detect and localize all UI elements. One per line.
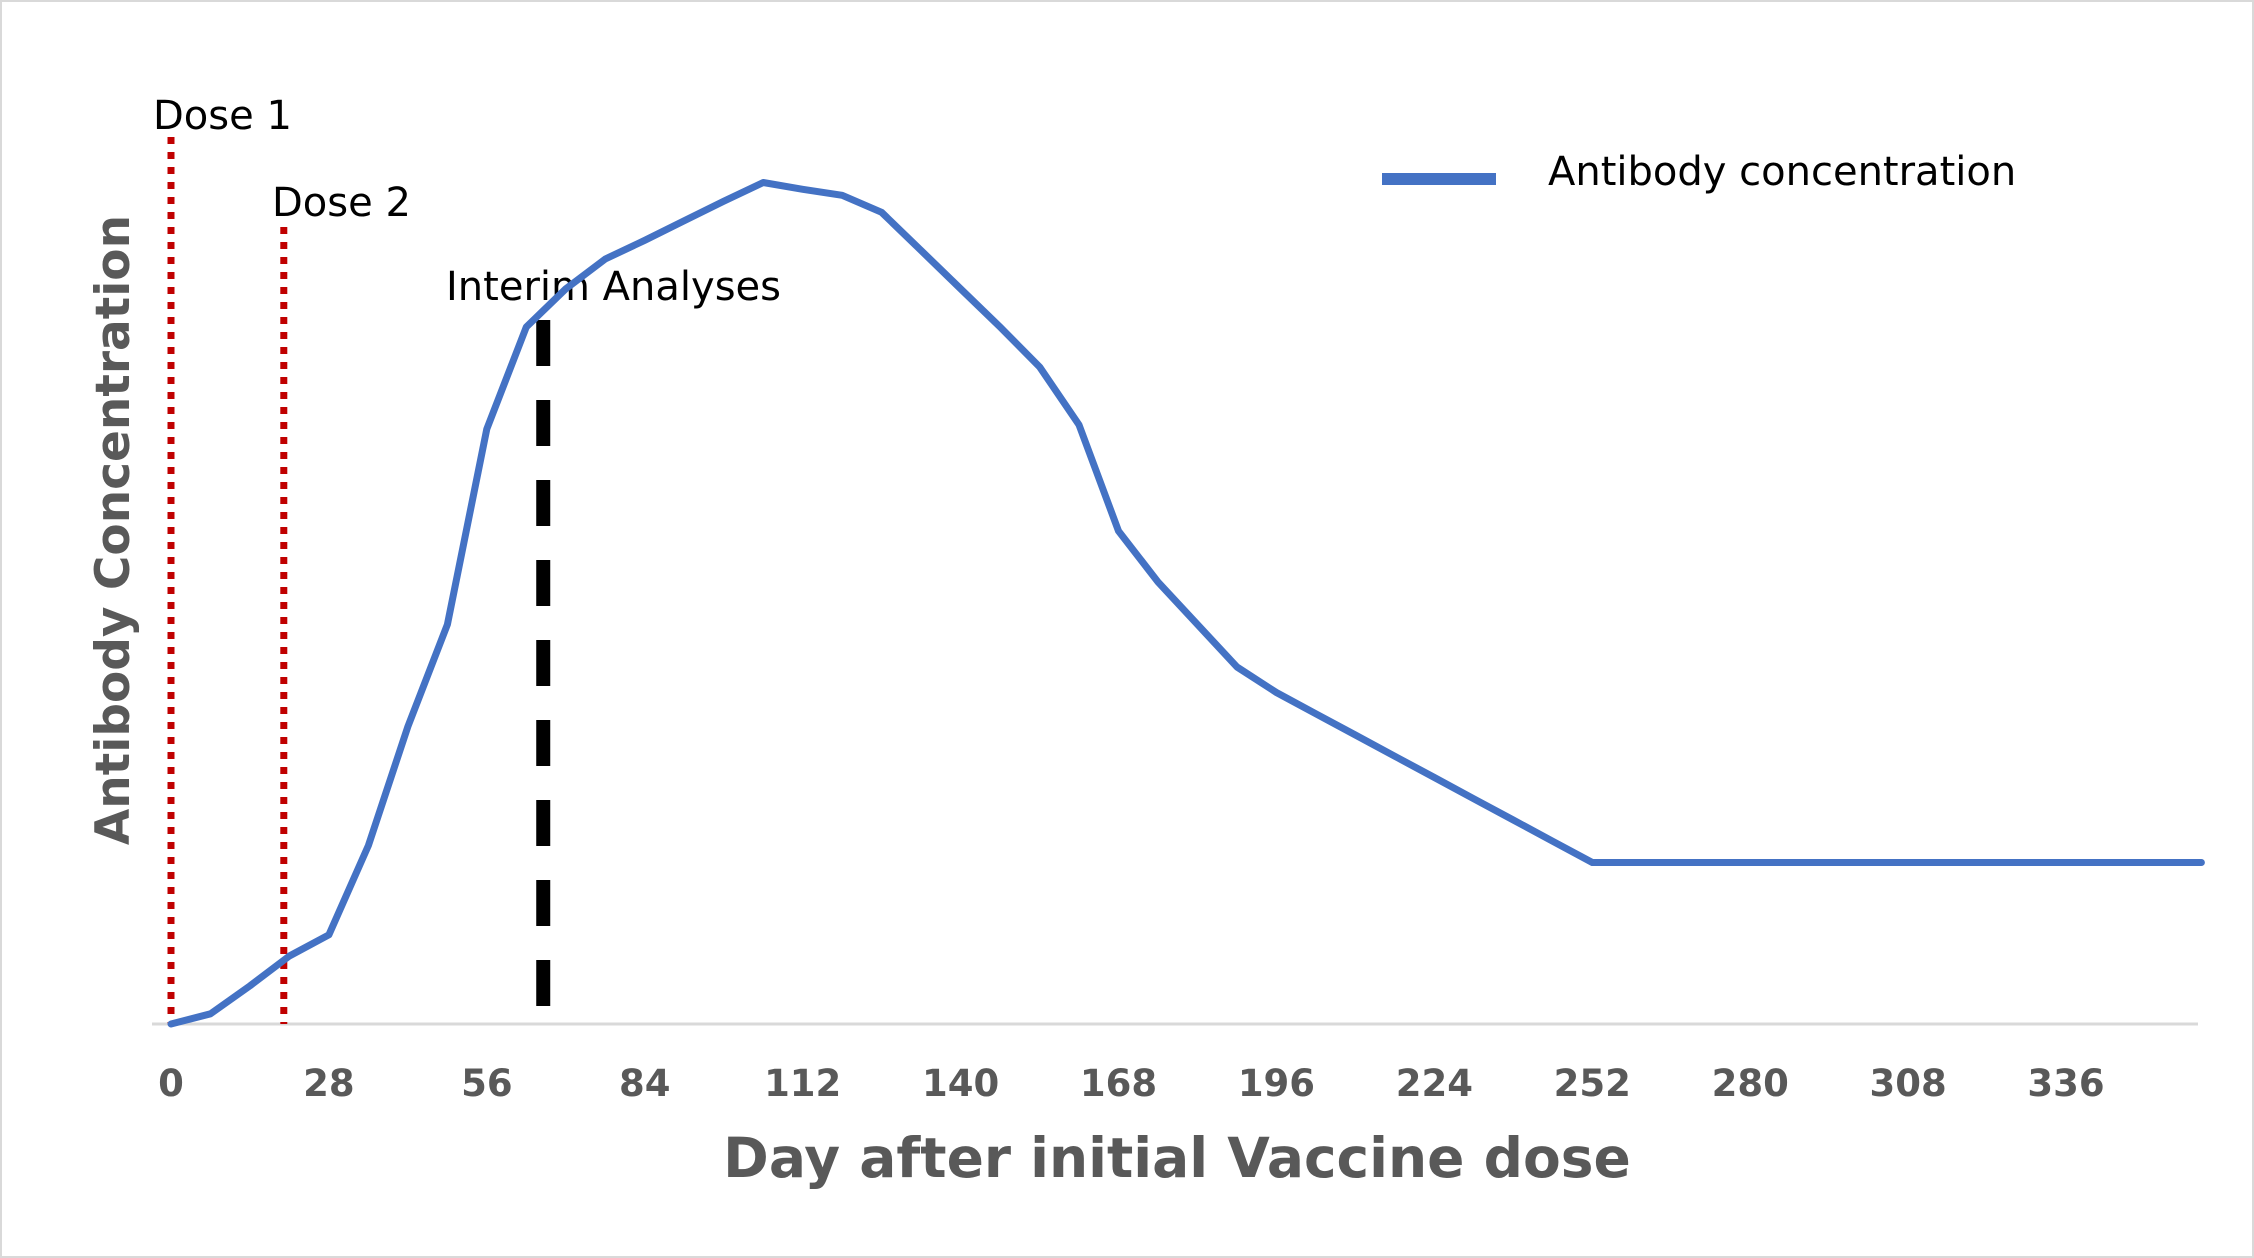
- x-tick-label: 0: [158, 1062, 184, 1105]
- x-tick-label: 308: [1870, 1062, 1947, 1105]
- annotation-layer: Dose 1 Dose 2 Interim Analyses: [153, 93, 781, 1024]
- x-tick-label: 196: [1238, 1062, 1315, 1105]
- x-tick-label: 280: [1712, 1062, 1789, 1105]
- x-tick-label: 168: [1080, 1062, 1157, 1105]
- x-tick-label: 140: [922, 1062, 999, 1105]
- x-tick-label: 224: [1396, 1062, 1473, 1105]
- legend-label: Antibody concentration: [1548, 149, 2016, 195]
- annotation-label-0: Dose 1: [153, 93, 292, 139]
- legend: Antibody concentration: [1382, 149, 2016, 195]
- x-tick-labels: 0 28 56 84 112 140 168 196 224 252 280 308 336: [158, 1062, 2105, 1105]
- y-axis-title: Antibody Concentration: [86, 215, 141, 845]
- annotation-label-2: Interim Analyses: [446, 264, 781, 310]
- series-layer: [167, 179, 2205, 1028]
- x-axis-title: Day after initial Vaccine dose: [723, 1126, 1631, 1190]
- x-tick-label: 336: [2027, 1062, 2104, 1105]
- x-tick-label: 112: [764, 1062, 841, 1105]
- x-tick-label: 28: [303, 1062, 355, 1105]
- x-tick-label: 252: [1554, 1062, 1631, 1105]
- annotation-label-1: Dose 2: [272, 180, 411, 226]
- x-tick-label: 84: [619, 1062, 671, 1105]
- series-line-0: [167, 179, 2205, 1028]
- x-tick-label: 56: [461, 1062, 513, 1105]
